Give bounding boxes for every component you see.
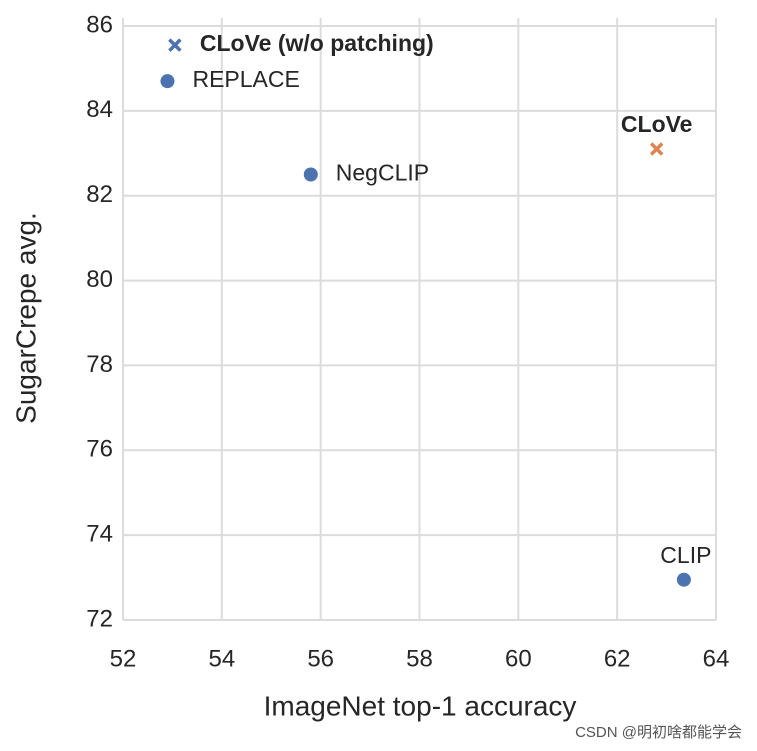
point-label: CLoVe <box>621 111 693 137</box>
point <box>168 38 182 52</box>
y-tick-label: 82 <box>86 181 113 208</box>
point <box>303 167 318 182</box>
x-tick-label: 58 <box>406 645 433 672</box>
x-tick-label: 52 <box>110 645 137 672</box>
x-axis-label: ImageNet top-1 accuracy <box>264 690 577 721</box>
x-tick-label: 54 <box>208 645 235 672</box>
y-tick-label: 76 <box>86 436 113 463</box>
point <box>649 142 664 156</box>
point-label: CLoVe (w/o patching) <box>200 30 434 56</box>
point <box>676 572 691 587</box>
point-label: NegCLIP <box>336 160 429 186</box>
y-tick-label: 74 <box>86 520 113 547</box>
point-label: REPLACE <box>192 66 299 92</box>
y-axis-label: SugarCrepe avg. <box>10 212 41 424</box>
x-tick-label: 56 <box>307 645 334 672</box>
watermark: CSDN @明初啥都能学会 <box>575 724 742 741</box>
x-tick-label: 62 <box>604 645 631 672</box>
point-label: CLIP <box>660 542 711 568</box>
point <box>160 74 175 89</box>
y-tick-label: 80 <box>86 266 113 293</box>
y-tick-label: 86 <box>86 11 113 38</box>
y-tick-label: 78 <box>86 351 113 378</box>
x-tick-label: 60 <box>505 645 532 672</box>
y-tick-label: 72 <box>86 605 113 632</box>
y-tick-label: 84 <box>86 96 113 123</box>
x-tick-label: 64 <box>703 645 730 672</box>
